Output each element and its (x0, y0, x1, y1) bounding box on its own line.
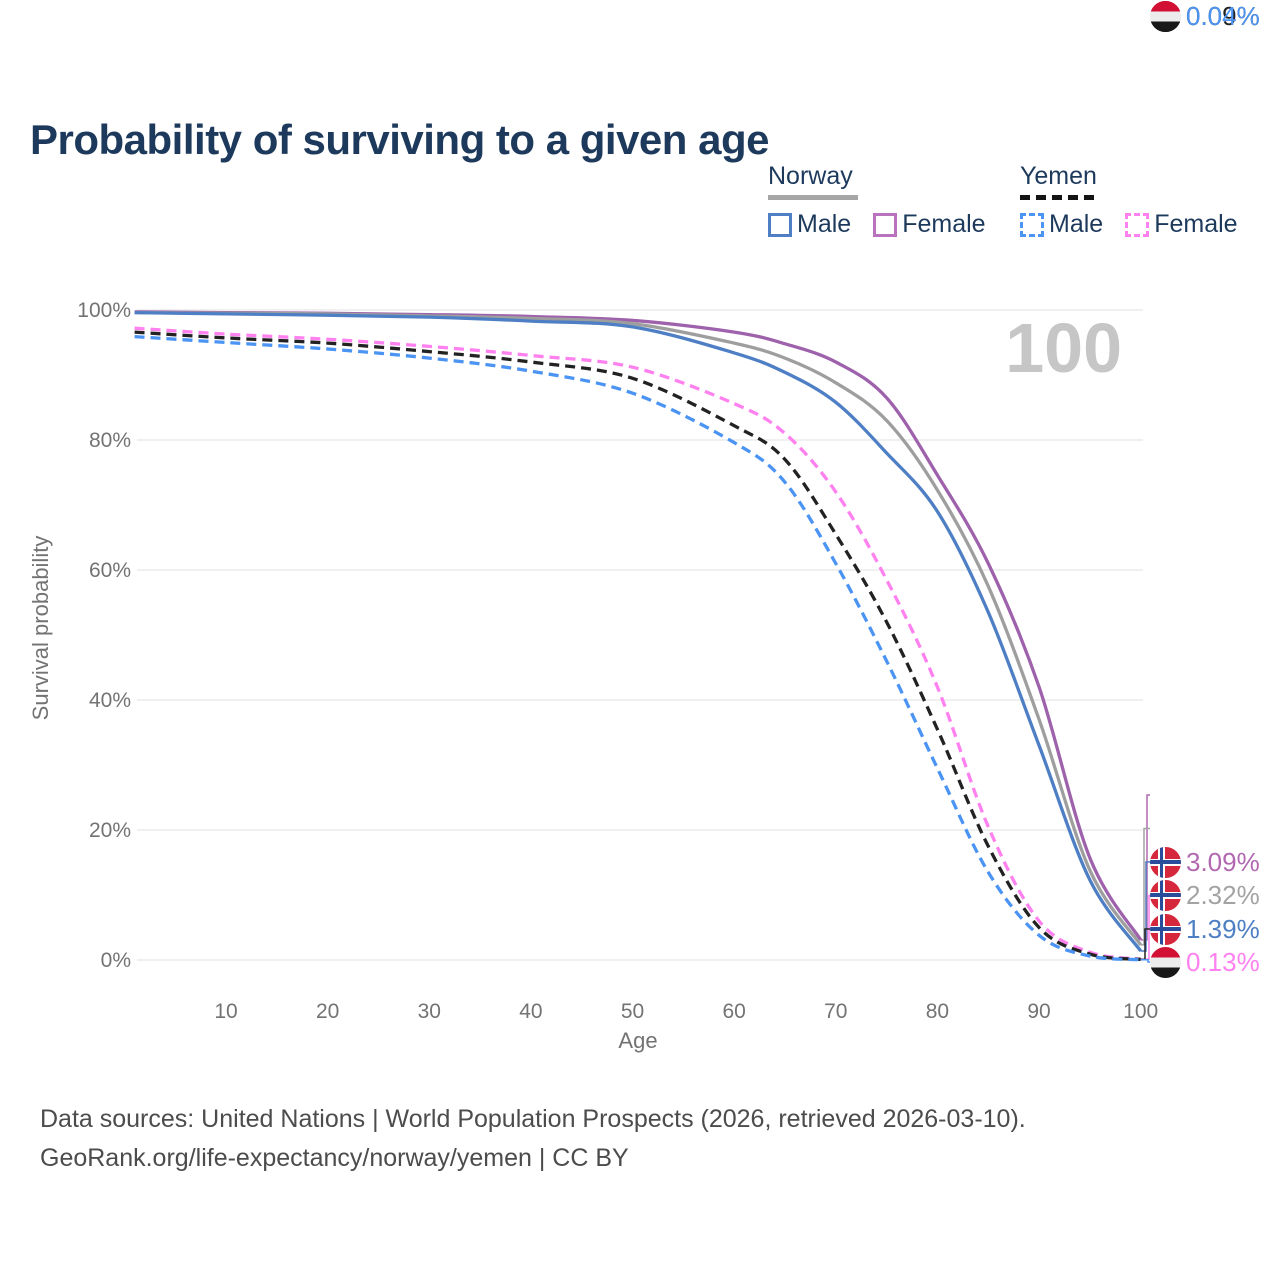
yemen-female-swatch-icon (1125, 212, 1150, 237)
end-value: 3.09% (1186, 846, 1260, 877)
end-label-row: 3.09% (1150, 846, 1260, 878)
y-tick-label: 0% (101, 949, 131, 972)
y-tick-label: 40% (89, 689, 131, 712)
data-sources-footer: Data sources: United Nations | World Pop… (40, 1100, 1026, 1178)
label-connector (1140, 861, 1150, 952)
legend-country-norway: Norway (768, 162, 853, 190)
legend-item-norway-female[interactable]: Female (873, 210, 986, 239)
x-tick-label: 20 (316, 1000, 339, 1023)
legend-group-yemen: Yemen Male Female (1020, 162, 1238, 239)
series-line-yemen-male[interactable] (134, 334, 1141, 962)
end-value: 0.04% (1186, 0, 1260, 31)
series-line-yemen-female[interactable] (134, 326, 1141, 961)
x-tick-label: 30 (418, 1000, 441, 1023)
series-line-norway-both-sexes[interactable] (134, 310, 1143, 946)
watermark-age-100: 100 (1005, 309, 1122, 387)
series-line-yemen-both-sexes[interactable] (134, 330, 1141, 962)
y-tick-label: 60% (89, 559, 131, 582)
yemen-flag-icon (1150, 0, 1181, 32)
yemen-flag-icon (1150, 946, 1181, 978)
page-title: Probability of surviving to a given age (30, 116, 769, 164)
y-tick-label: 20% (89, 819, 131, 842)
end-value: 1.39% (1186, 913, 1260, 944)
legend-item-yemen-male[interactable]: Male (1020, 210, 1103, 239)
y-axis-title: Survival probability (28, 536, 53, 721)
x-tick-label: 40 (519, 1000, 542, 1023)
x-tick-label: 50 (621, 1000, 644, 1023)
x-tick-label: 70 (824, 1000, 847, 1023)
norway-male-swatch-icon (768, 212, 792, 237)
end-value: 2.32% (1186, 879, 1260, 910)
end-label-row: 0.04% (1150, 0, 1260, 32)
y-tick-label: 80% (89, 429, 131, 452)
legend-item-label: Female (902, 210, 986, 238)
end-label-row: 2.32% (1150, 879, 1260, 911)
legend-item-label: Male (797, 210, 852, 238)
yemen-male-swatch-icon (1020, 212, 1044, 237)
end-value: 0.13% (1186, 946, 1260, 977)
y-tick-label: 100% (77, 299, 131, 322)
survival-probability-chart: 100% 80% 60% 40% 20% 0% 100 10 20 30 40 50 60 70 80 90 1… (28, 299, 1158, 1053)
legend-country-yemen: Yemen (1020, 162, 1097, 190)
legend-item-label: Female (1154, 210, 1238, 238)
legend-group-norway: Norway Male Female (768, 162, 986, 239)
legend-item-norway-male[interactable]: Male (768, 210, 851, 239)
series-line-norway-male[interactable] (134, 310, 1143, 952)
end-value: 0.09% (1186, 0, 1260, 31)
norway-line-sample (768, 195, 858, 200)
footer-line-1: Data sources: United Nations | World Pop… (40, 1105, 1026, 1133)
x-axis-title: Age (618, 1028, 657, 1053)
norway-female-swatch-icon (873, 212, 898, 237)
x-tick-label: 100 (1123, 1000, 1158, 1023)
label-connector (1140, 958, 1150, 963)
x-tick-label: 80 (926, 1000, 949, 1023)
norway-flag-icon (1150, 846, 1181, 878)
x-tick-label: 10 (214, 1000, 237, 1023)
end-label-row: 0.13% (1150, 946, 1260, 978)
footer-line-2: GeoRank.org/life-expectancy/norway/yemen… (40, 1144, 629, 1172)
yemen-line-sample (1020, 195, 1100, 200)
legend-item-yemen-female[interactable]: Female (1125, 210, 1238, 239)
norway-flag-icon (1150, 913, 1181, 945)
x-tick-label: 60 (723, 1000, 746, 1023)
label-connector (1140, 827, 1150, 946)
norway-flag-icon (1150, 879, 1181, 911)
end-label-row: 1.39% (1150, 913, 1260, 945)
legend-item-label: Male (1049, 210, 1104, 238)
x-tick-label: 90 (1027, 1000, 1050, 1023)
